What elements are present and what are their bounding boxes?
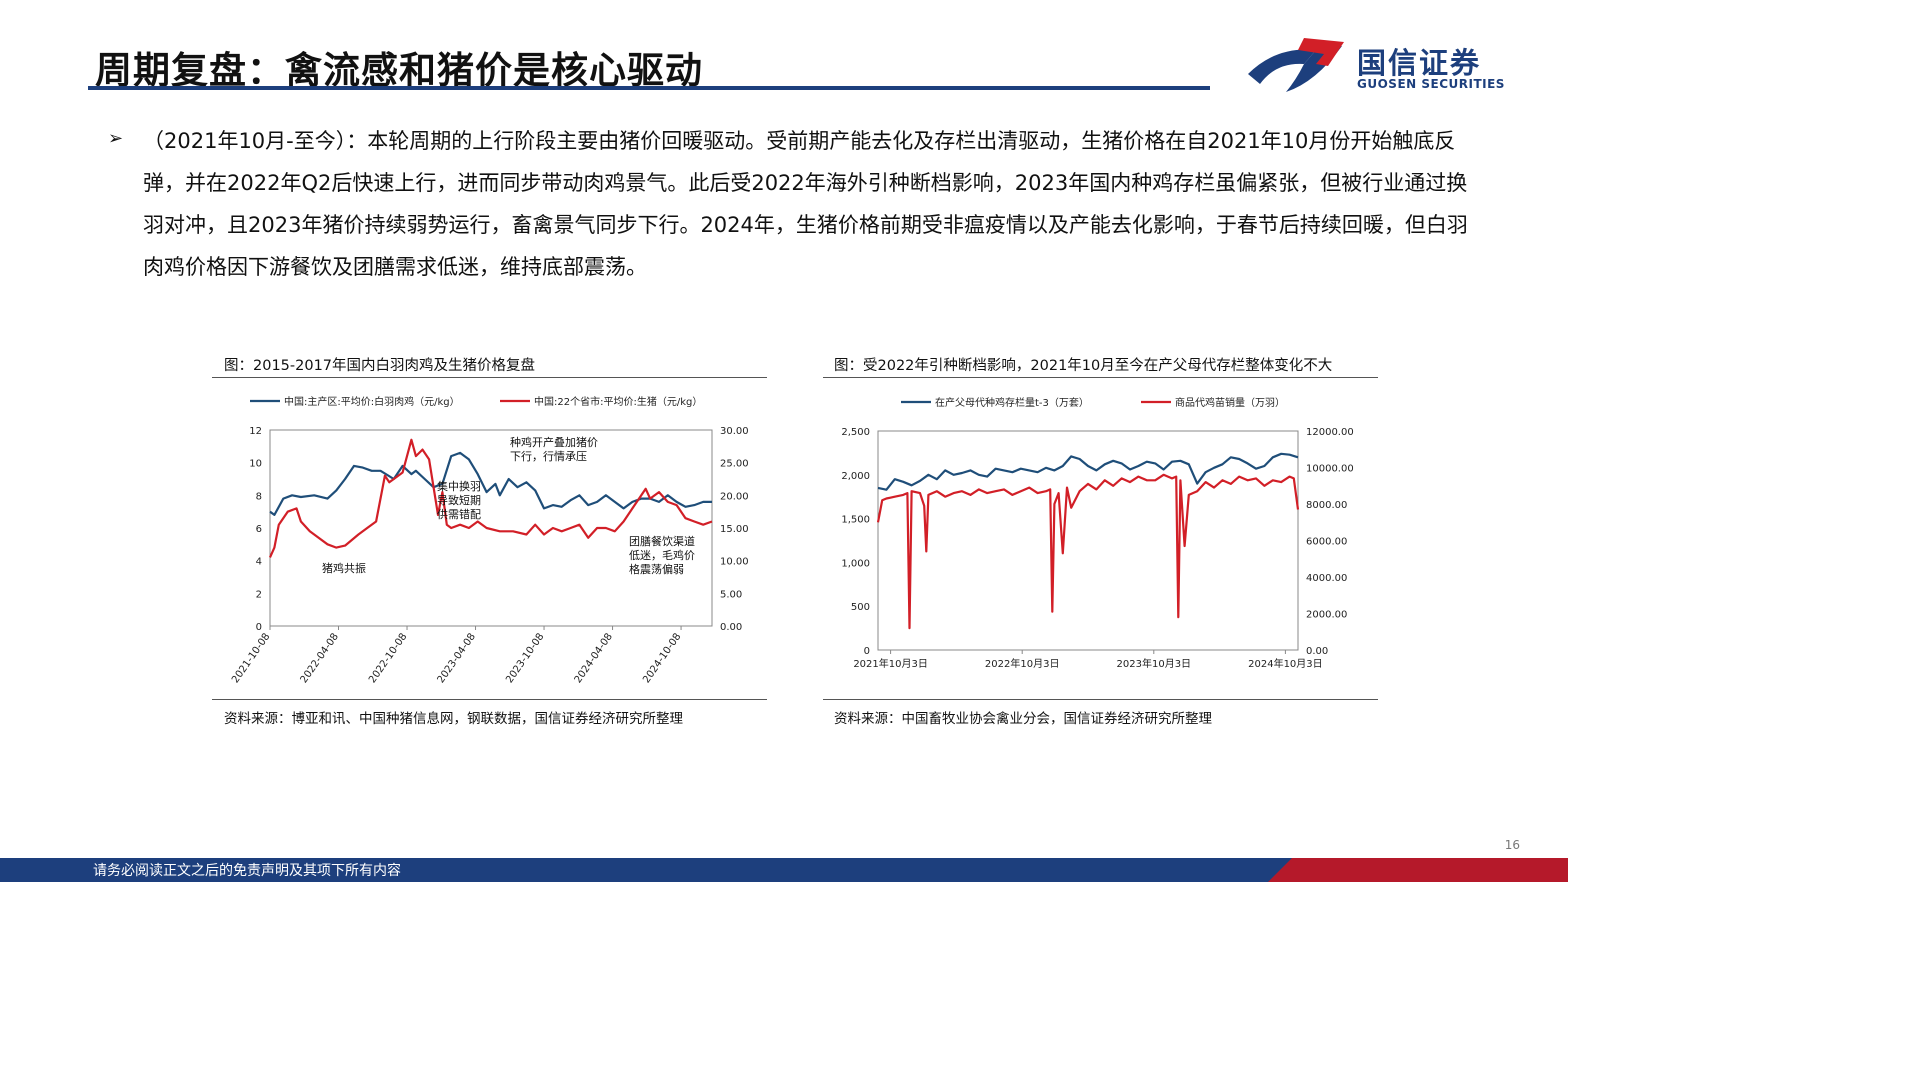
plot-area [877,430,1299,651]
right-tick-label: 8000.00 [1306,500,1347,511]
annotation-line: 团膳餐饮渠道 [629,534,695,548]
right-tick-label: 0.00 [1306,646,1328,657]
annotation-line: 下行，行情承压 [510,450,587,463]
series-line-0 [269,451,712,516]
x-tick-label: 2023年10月3日 [1117,657,1192,670]
left-chart-top-rule [212,377,767,378]
footer-disclaimer: 请务必阅读正文之后的免责声明及其项下所有内容 [93,863,401,879]
left-tick-label: 6 [256,524,262,535]
right-tick-label: 15.00 [720,524,749,535]
page-number: 16 [1504,838,1520,852]
annotation-line: 猪鸡共振 [322,561,366,575]
right-tick-label: 30.00 [720,426,749,437]
right-line-chart: 在产父母代种鸡存栏量t-3（万套） 商品代鸡苗销量（万羽） 0 500 1,000 1,5… [841,396,1354,670]
title-underline [88,86,1210,90]
right-chart-bottom-rule [823,699,1378,700]
right-tick-label: 10.00 [720,557,749,568]
right-tick-label: 20.00 [720,491,749,502]
right-chart-top-rule [823,377,1378,378]
annotation-3: 团膳餐饮渠道低迷，毛鸡价格震荡偏弱 [629,534,695,576]
left-tick-label: 1,000 [841,558,870,569]
x-tick-label: 2022年10月3日 [985,657,1060,670]
series-line-1 [268,438,713,558]
right-tick-label: 10000.00 [1306,464,1354,475]
left-tick-label: 500 [851,602,870,613]
legend-label-0: 在产父母代种鸡存栏量t-3（万套） [935,396,1089,409]
annotation-line: 种鸡开产叠加猪价 [510,435,598,449]
x-tick-label: 2023-10-08 [504,631,546,685]
right-tick-label: 4000.00 [1306,573,1347,584]
guosen-logo-icon [1248,38,1344,92]
left-tick-label: 2,500 [841,427,870,438]
annotation-line: 低迷，毛鸡价 [629,548,695,562]
logo-cn-text: 国信证券 [1357,46,1482,80]
left-tick-label: 8 [256,491,262,502]
legend-label-1: 中国:22个省市:平均价:生猪（元/kg） [534,395,702,408]
footer-accent [1268,858,1568,882]
annotation-line: 格震荡偏弱 [629,562,684,576]
left-tick-label: 2,000 [841,471,870,482]
x-tick-label: 2022-04-08 [299,631,341,685]
right-chart-source: 资料来源：中国畜牧业协会禽业分会，国信证券经济研究所整理 [834,711,1212,727]
bullet-arrow-icon: ➢ [108,128,124,149]
x-tick-label: 2021-10-08 [230,631,272,685]
left-tick-label: 12 [249,426,262,437]
legend-label-1: 商品代鸡苗销量（万羽） [1175,396,1285,409]
footer-bar: 请务必阅读正文之后的免责声明及其项下所有内容 [0,858,1568,882]
left-chart-bottom-rule [212,699,767,700]
annotation-1: 集中换羽导致短期供需错配 [437,479,481,521]
legend-label-0: 中国:主产区:平均价:白羽肉鸡（元/kg） [284,395,460,408]
right-tick-label: 5.00 [720,589,742,600]
bullet-paragraph: （2021年10月-至今）：本轮周期的上行阶段主要由猪价回暖驱动。受前期产能去化… [143,129,1468,279]
plot-area [269,429,713,627]
series-line-0 [877,452,1299,491]
x-tick-label: 2021年10月3日 [853,657,928,670]
annotation-0: 种鸡开产叠加猪价下行，行情承压 [510,435,598,463]
right-tick-label: 2000.00 [1306,610,1347,621]
left-tick-label: 4 [256,557,262,568]
x-tick-label: 2022-10-08 [367,631,409,685]
page-title: 周期复盘：禽流感和猪价是核心驱动 [95,49,703,92]
logo-en-text: GUOSEN SECURITIES [1357,77,1505,91]
left-tick-label: 0 [864,646,870,657]
right-tick-label: 12000.00 [1306,427,1354,438]
x-tick-label: 2024-10-08 [641,631,683,685]
left-tick-label: 10 [249,459,262,470]
left-chart-caption: 图：2015-2017年国内白羽肉鸡及生猪价格复盘 [224,358,536,374]
right-tick-label: 25.00 [720,459,749,470]
right-chart-caption: 图：受2022年引种断档影响，2021年10月至今在产父母代存栏整体变化不大 [834,358,1333,374]
left-tick-label: 0 [256,622,262,633]
left-chart-source: 资料来源：博亚和讯、中国种猪信息网，钢联数据，国信证券经济研究所整理 [224,711,683,727]
left-tick-label: 2 [256,589,262,600]
annotation-2: 猪鸡共振 [322,561,366,575]
x-tick-label: 2024年10月3日 [1248,657,1323,670]
annotation-line: 供需错配 [437,507,481,521]
annotation-line: 集中换羽 [437,479,481,493]
right-tick-label: 6000.00 [1306,537,1347,548]
right-tick-label: 0.00 [720,622,742,633]
left-line-chart: 中国:主产区:平均价:白羽肉鸡（元/kg） 中国:22个省市:平均价:生猪（元/k… [230,395,749,685]
series-line-1 [876,473,1300,630]
left-tick-label: 1,500 [841,515,870,526]
annotation-line: 导致短期 [437,493,481,507]
x-tick-label: 2024-04-08 [573,631,615,685]
x-tick-label: 2023-04-08 [436,631,478,685]
